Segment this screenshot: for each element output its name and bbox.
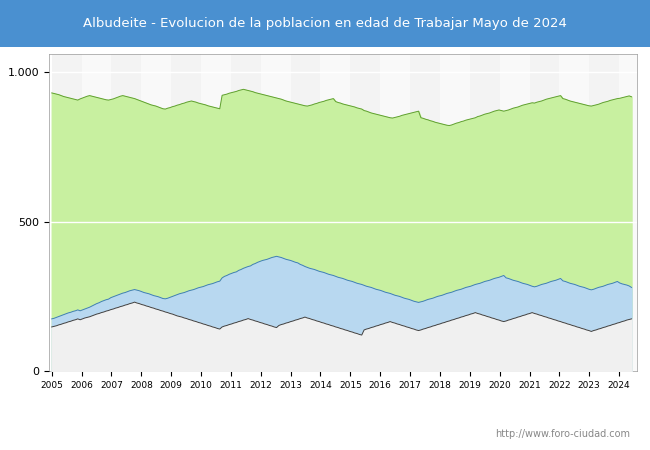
Bar <box>410 54 440 371</box>
Bar <box>52 54 82 371</box>
Bar <box>350 54 380 371</box>
Bar <box>171 54 201 371</box>
Bar <box>291 54 320 371</box>
Bar <box>560 54 589 371</box>
Bar <box>261 54 291 371</box>
Bar <box>320 54 350 371</box>
Text: http://www.foro-ciudad.com: http://www.foro-ciudad.com <box>495 429 630 439</box>
Bar <box>111 54 141 371</box>
Bar <box>470 54 500 371</box>
Bar <box>201 54 231 371</box>
Bar <box>500 54 530 371</box>
Bar <box>530 54 560 371</box>
Bar <box>82 54 111 371</box>
Bar <box>231 54 261 371</box>
Text: Albudeite - Evolucion de la poblacion en edad de Trabajar Mayo de 2024: Albudeite - Evolucion de la poblacion en… <box>83 17 567 30</box>
Bar <box>619 54 649 371</box>
Bar <box>141 54 171 371</box>
Bar <box>380 54 410 371</box>
Bar <box>589 54 619 371</box>
Bar <box>440 54 470 371</box>
